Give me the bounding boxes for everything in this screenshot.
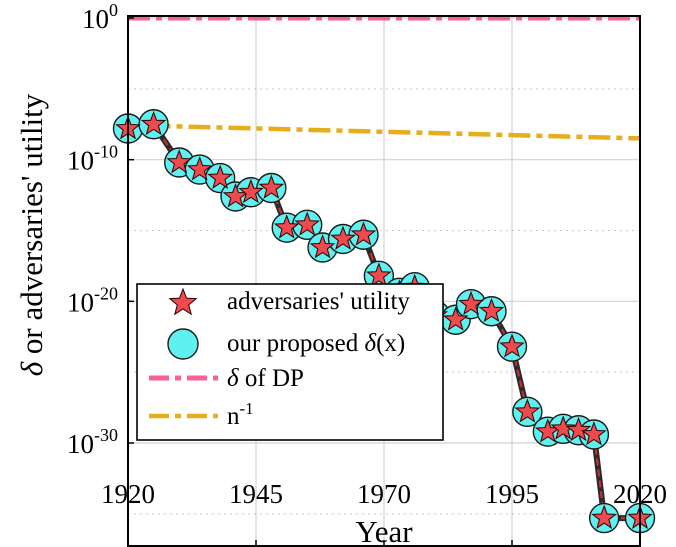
adversaries-utility-point <box>140 110 167 136</box>
y-tick-base: 10 <box>67 287 94 317</box>
adversaries-utility-point <box>478 297 505 323</box>
legend-entry-proposed-prefix: our proposed <box>227 330 364 357</box>
legend-entry-n-base: n <box>227 403 240 430</box>
y-tick-base: 10 <box>67 429 94 459</box>
adversaries-utility-point <box>294 211 320 236</box>
x-tick-label: 1995 <box>485 479 539 509</box>
y-tick-base: 10 <box>67 146 94 176</box>
legend-swatches <box>149 287 218 419</box>
y-tick-exponent: -10 <box>94 142 118 162</box>
adversaries-utility-point <box>258 174 285 199</box>
adversaries-utility-point <box>350 221 377 246</box>
n-inverse-line <box>148 123 641 141</box>
y-axis-label: δ or adversaries' utility <box>14 93 49 376</box>
adversaries-utility-point <box>186 156 213 181</box>
x-tick-label: 2020 <box>613 479 667 509</box>
adversaries-utility-point <box>442 306 469 331</box>
adversaries-utility-point <box>207 164 233 189</box>
legend-entry-proposed-delta: our proposed δ(x) <box>227 330 405 357</box>
adversaries-utility-point <box>166 149 192 174</box>
adversaries-utility-point <box>499 333 525 358</box>
adversaries-utility-point <box>550 415 576 440</box>
adversaries-utility-point <box>366 262 392 287</box>
legend-entry-n-sup: -1 <box>240 399 254 418</box>
x-axis-ticks: 1920 1945 1970 1995 2020 <box>101 479 667 546</box>
y-axis-label-rest: or adversaries' utility <box>14 93 49 362</box>
adversaries-utility-point <box>238 178 264 204</box>
y-tick-base: 10 <box>82 4 109 34</box>
legend: adversaries' utility our proposed δ(x) δ… <box>136 283 444 441</box>
legend-entry-delta-dp-symbol: δ <box>227 365 239 392</box>
y-tick-label: 10-10 <box>67 142 118 176</box>
y-tick-exponent: 0 <box>109 0 118 20</box>
y-tick-label: 100 <box>82 0 118 34</box>
y-axis-label-symbol: δ <box>14 361 49 376</box>
y-tick-exponent: -30 <box>94 425 118 445</box>
adversaries-utility-point <box>581 421 607 446</box>
legend-entry-proposed-symbol: δ <box>364 330 376 357</box>
x-tick-label: 1945 <box>229 479 283 509</box>
adversaries-utility-point <box>565 416 592 442</box>
y-tick-label: 10-20 <box>67 283 118 317</box>
adversaries-utility-point <box>514 398 541 423</box>
legend-entry-adversaries-utility: adversaries' utility <box>227 288 410 315</box>
legend-swatch-circle <box>167 328 199 360</box>
x-tick-label: 1920 <box>101 479 155 509</box>
legend-entry-n-inverse: n-1 <box>227 399 254 430</box>
legend-entry-proposed-suffix: (x) <box>376 330 405 357</box>
adversaries-utility-point <box>309 234 336 259</box>
adversaries-utility-point <box>273 214 300 239</box>
x-axis-label: Year <box>355 514 413 547</box>
legend-swatch-star <box>168 287 198 316</box>
x-tick-label: 1970 <box>357 479 411 509</box>
adversaries-utility-point <box>591 504 617 529</box>
y-tick-exponent: -20 <box>94 283 118 303</box>
y-tick-label: 10-30 <box>67 425 118 459</box>
adversaries-utility-point <box>458 290 484 316</box>
legend-entry-delta-dp: δ of DP <box>227 365 304 392</box>
legend-entry-delta-dp-suffix: of DP <box>239 365 304 392</box>
adversaries-utility-point <box>330 225 356 250</box>
